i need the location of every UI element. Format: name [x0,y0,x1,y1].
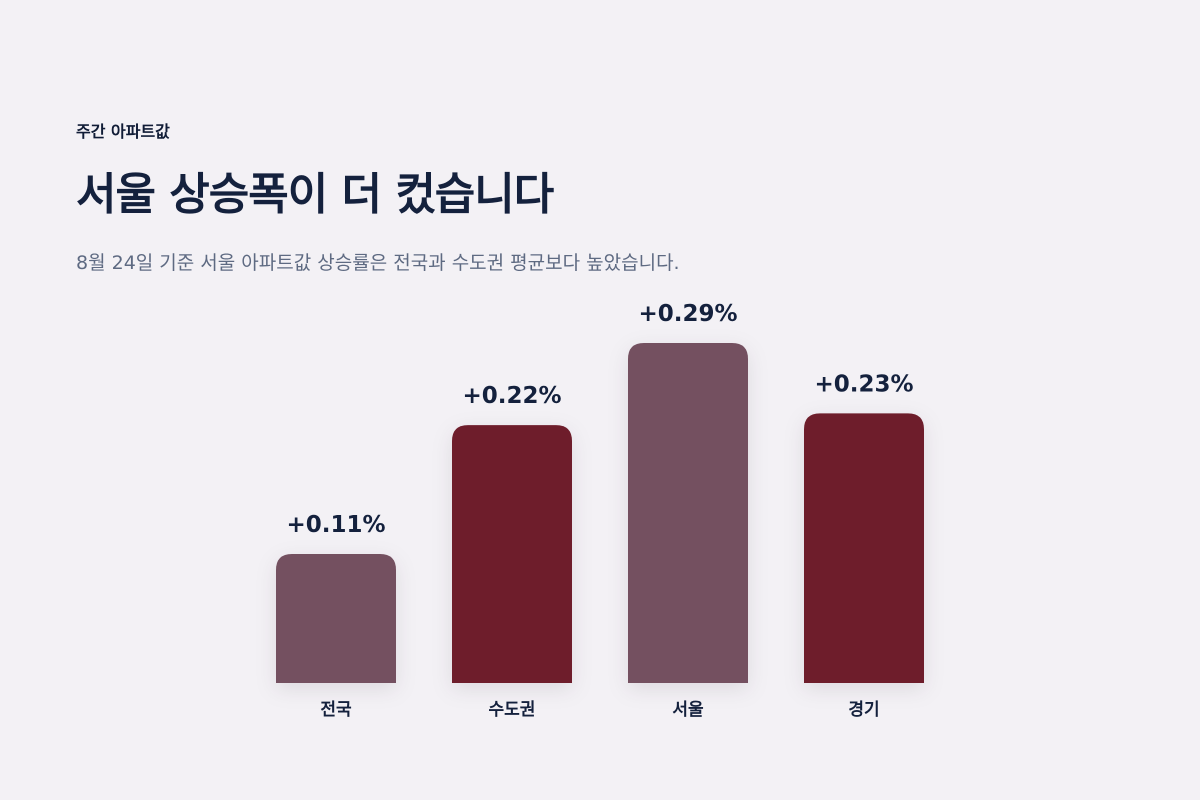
bar-1 [452,425,572,683]
category-label-3: 경기 [848,700,879,720]
value-label-1: +0.22% [462,383,561,409]
eyebrow-label: 주간 아파트값 [76,122,170,141]
bar-0 [276,554,396,683]
page-subtitle: 8월 24일 기준 서울 아파트값 상승률은 전국과 수도권 평균보다 높았습니… [76,252,680,274]
category-label-1: 수도권 [489,700,536,720]
category-label-2: 서울 [672,700,704,720]
page-title: 서울 상승폭이 더 컸습니다 [76,169,554,220]
bar-2 [628,343,748,683]
value-label-3: +0.23% [814,371,913,397]
value-label-2: +0.29% [638,301,737,327]
bar-3 [804,413,924,683]
value-label-0: +0.11% [286,512,385,538]
category-label-0: 전국 [320,700,352,720]
